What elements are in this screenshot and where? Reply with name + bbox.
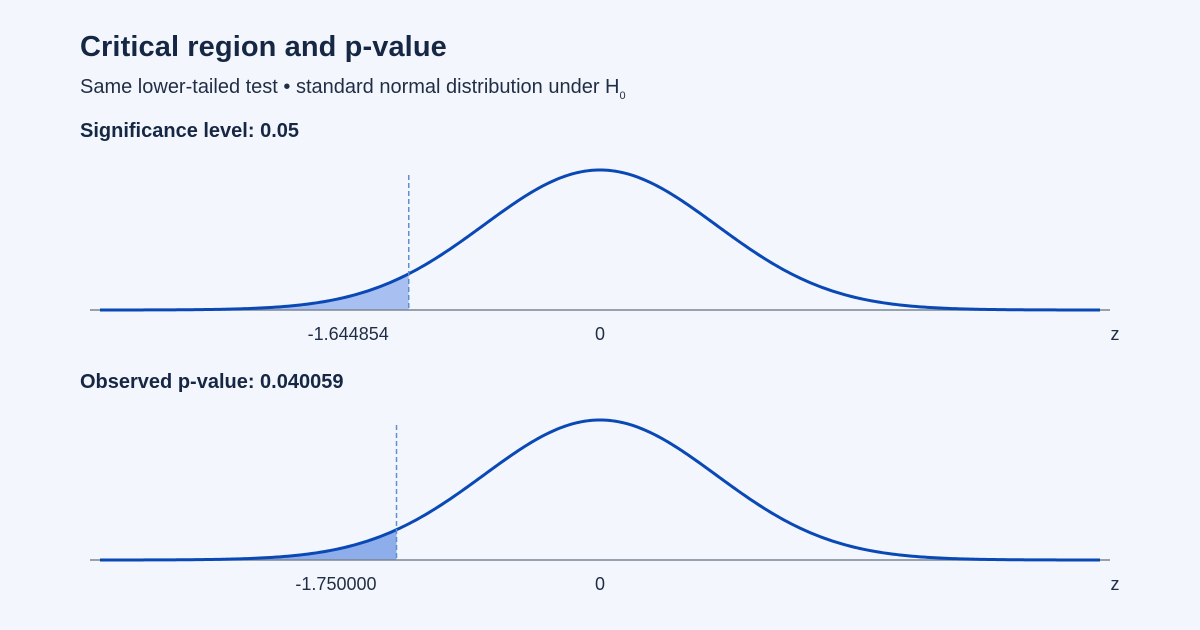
density-curve bbox=[100, 168, 1100, 312]
center-tick-label: 0 bbox=[595, 574, 605, 594]
page-title: Critical region and p-value bbox=[80, 31, 447, 63]
x-axis-label: z bbox=[1111, 574, 1120, 594]
significance-panel-title: Significance level: 0.05 bbox=[80, 120, 299, 142]
density-curve bbox=[100, 418, 1100, 562]
critical-value-label: -1.644854 bbox=[308, 324, 389, 344]
x-axis-label: z bbox=[1111, 324, 1120, 344]
subtitle-text: Same lower-tailed test • standard normal… bbox=[80, 76, 620, 98]
pvalue-chart: -1.750000 0 z bbox=[90, 418, 1120, 594]
observed-statistic-label: -1.750000 bbox=[295, 574, 376, 594]
center-tick-label: 0 bbox=[595, 324, 605, 344]
significance-chart: -1.644854 0 z bbox=[90, 168, 1120, 344]
subtitle-subscript: 0 bbox=[619, 90, 626, 102]
page-subtitle: Same lower-tailed test • standard normal… bbox=[80, 76, 626, 102]
pvalue-panel-title: Observed p-value: 0.040059 bbox=[80, 371, 344, 393]
